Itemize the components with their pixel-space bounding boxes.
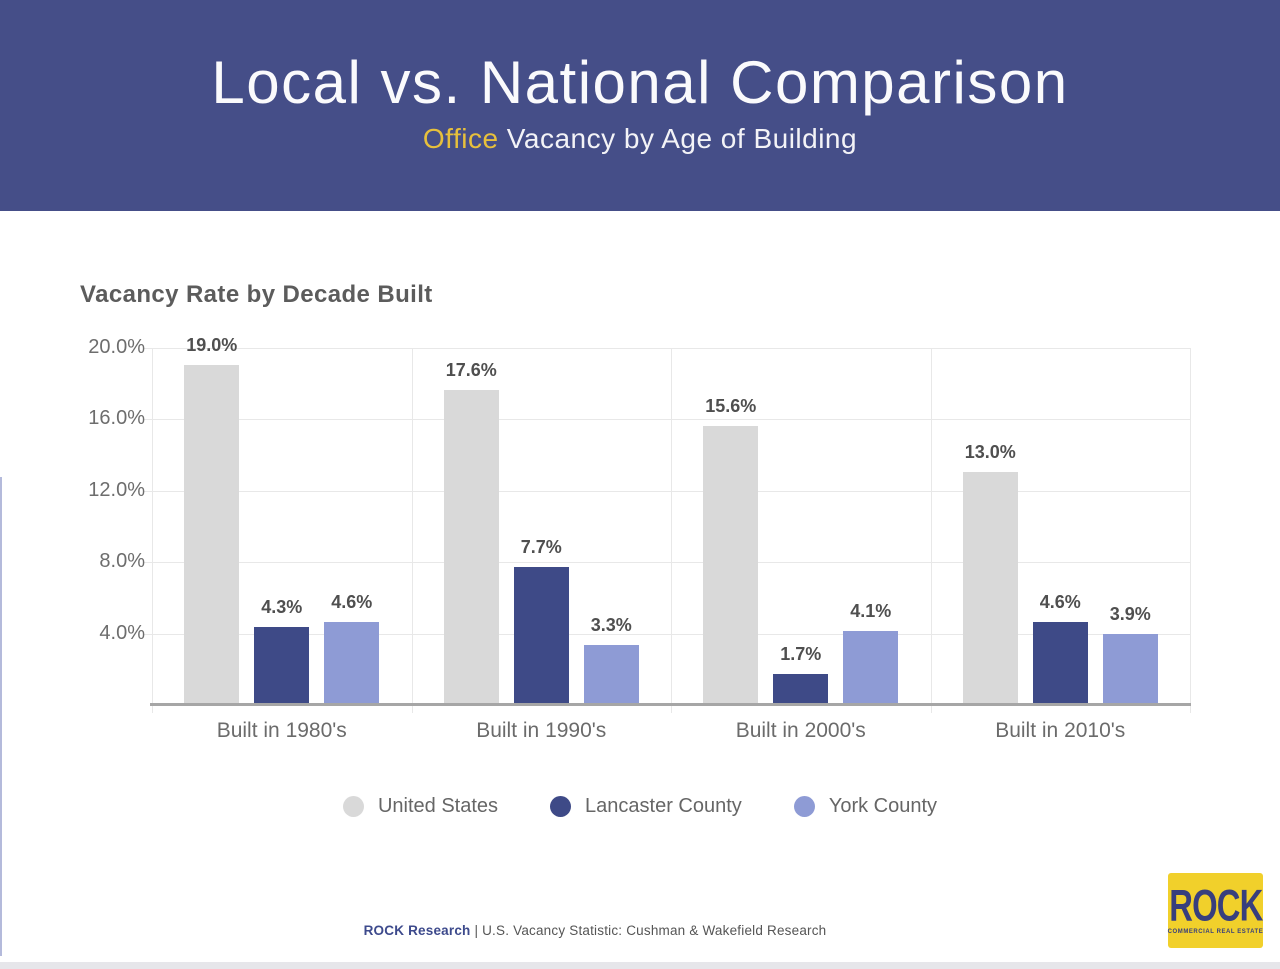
gridline-vertical [671, 348, 672, 713]
bar-york-county [843, 630, 899, 704]
bar-value-label: 3.3% [590, 615, 632, 636]
y-axis-tick-label: 4.0% [99, 621, 145, 644]
gridline-vertical [1190, 348, 1191, 713]
y-axis-tick-label: 16.0% [88, 407, 145, 430]
legend-swatch-circle [342, 796, 364, 817]
y-axis-tick-label: 8.0% [99, 550, 145, 573]
gridline-vertical [152, 348, 153, 713]
bar-united-states [962, 471, 1018, 704]
header-band: Local vs. National Comparison Office Vac… [0, 0, 1280, 211]
gridline-horizontal [143, 490, 1190, 492]
legend-label: United States [377, 795, 499, 817]
rock-logo: ROCK COMMERCIAL REAL ESTATE [1168, 873, 1263, 948]
gridline-horizontal [143, 562, 1190, 564]
footer-source-line: ROCK Research | U.S. Vacancy Statistic: … [0, 923, 1190, 938]
subtitle-highlight: Office [422, 123, 499, 154]
bar-value-label: 3.9% [1109, 604, 1151, 625]
bottom-accent-strip [0, 962, 1280, 969]
legend-item: York County [793, 795, 938, 818]
bar-value-label: 4.6% [1039, 591, 1081, 612]
bar-value-label: 15.6% [705, 395, 757, 416]
bar-value-label: 4.1% [850, 600, 892, 621]
gridline-horizontal [143, 348, 1190, 349]
bar-value-label: 1.7% [780, 643, 822, 664]
x-axis-baseline [150, 703, 1191, 706]
bar-value-label: 7.7% [520, 536, 562, 557]
bar-united-states [443, 389, 499, 704]
bar-york-county [1102, 634, 1158, 704]
rock-logo-tagline: COMMERCIAL REAL ESTATE [1167, 928, 1264, 935]
y-axis-tick-label: 12.0% [88, 478, 145, 501]
x-axis-category-label: Built in 1980's [216, 719, 347, 742]
gridline-vertical [411, 348, 413, 713]
chart-legend: United States Lancaster County York County [0, 795, 1280, 818]
footer-source-text: | U.S. Vacancy Statistic: Cushman & Wake… [470, 923, 827, 938]
page-title: Local vs. National Comparison [211, 49, 1069, 116]
x-axis-category-label: Built in 2000's [735, 719, 866, 742]
bar-lancaster-county [513, 566, 569, 704]
y-axis-tick-label: 20.0% [88, 336, 145, 358]
legend-label: Lancaster County [585, 795, 742, 817]
bar-united-states [703, 425, 759, 704]
chart-title: Vacancy Rate by Decade Built [80, 281, 433, 308]
bar-value-label: 19.0% [186, 334, 238, 355]
subtitle-rest: Vacancy by Age of Building [498, 123, 858, 154]
x-axis-category-label: Built in 2010's [995, 719, 1126, 742]
bar-value-label: 17.6% [445, 359, 497, 380]
legend-swatch-circle [793, 796, 815, 817]
gridline-horizontal [143, 633, 1190, 635]
x-axis-category-label: Built in 1990's [476, 719, 607, 742]
left-edge-accent-line [0, 477, 2, 956]
gridline-horizontal [143, 419, 1190, 421]
bar-value-label: 13.0% [964, 441, 1016, 462]
bar-lancaster-county [773, 673, 829, 704]
page-subtitle: Office Vacancy by Age of Building [0, 123, 1280, 155]
legend-item: United States [342, 795, 499, 818]
bar-york-county [324, 621, 380, 704]
footer-brand: ROCK Research [363, 923, 471, 938]
legend-swatch-circle [550, 796, 572, 817]
legend-label: York County [828, 795, 938, 817]
bar-chart: 4.0% 8.0% 12.0% 16.0% 20.0% 19.0% 17.6% 15.6% 13… [88, 335, 1191, 742]
bar-lancaster-county [1032, 621, 1088, 704]
bar-united-states [184, 364, 240, 704]
gridline-vertical [930, 348, 932, 713]
bar-value-label: 4.6% [331, 591, 373, 612]
bar-york-county [583, 645, 639, 704]
bar-value-label: 4.3% [261, 597, 303, 618]
rock-logo-wordmark: ROCK [1168, 880, 1263, 931]
legend-item: Lancaster County [550, 795, 742, 818]
bar-lancaster-county [254, 627, 310, 704]
